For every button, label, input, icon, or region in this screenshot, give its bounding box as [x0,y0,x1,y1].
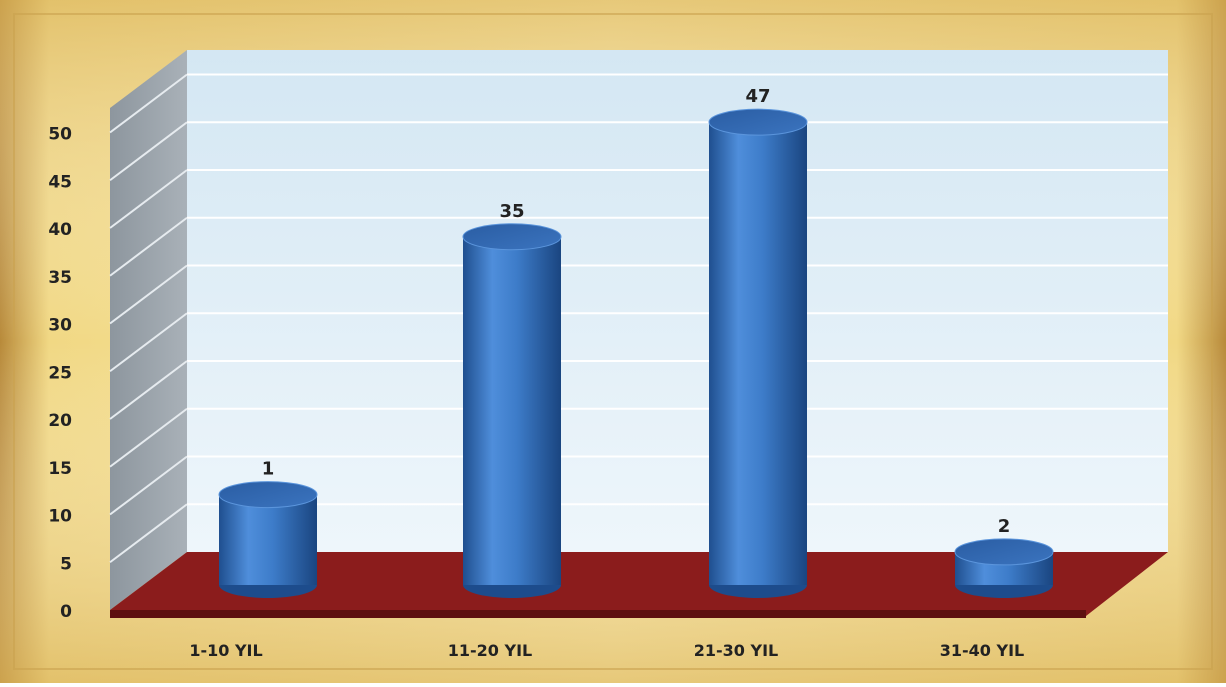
x-tick-label: 31-40 YIL [940,641,1024,660]
y-tick-label: 20 [48,411,72,431]
x-tick-label: 1-10 YIL [189,641,262,660]
grid-line-side [109,360,188,420]
y-tick-label: 50 [48,125,72,145]
floor-front-edge [110,610,1086,618]
data-labels: 1 35 47 2 [262,86,1011,537]
bar-body [709,122,807,586]
data-label: 2 [998,516,1011,537]
bars [218,108,1054,598]
data-label: 47 [745,86,770,107]
x-tick-label: 11-20 YIL [448,641,532,660]
y-tick-label: 25 [48,363,72,383]
y-tick-label: 45 [48,172,72,192]
bar-body [219,494,317,585]
data-label: 1 [262,459,275,480]
bar [462,223,562,598]
grid-lines [109,73,1168,564]
grid-line-side [109,73,188,134]
grid-line-side [109,121,188,182]
side-wall [110,50,187,610]
bar-body [463,236,561,585]
chart-frame-inner-edge [13,13,1213,670]
x-axis-ticks: 1-10 YIL 11-20 YIL 21-30 YIL 31-40 YIL [189,641,1024,660]
back-wall [187,50,1168,552]
y-tick-label: 0 [60,602,72,622]
bar [708,108,808,598]
grid-line-side [109,216,188,277]
floor [110,552,1168,616]
y-tick-label: 30 [48,316,72,336]
y-tick-label: 40 [48,220,72,240]
grid-line-side [109,312,188,373]
bar-top [218,481,318,509]
y-tick-label: 10 [48,507,72,527]
y-tick-label: 35 [48,268,72,288]
grid-line-side [109,503,188,564]
y-axis-ticks: 0 5 10 15 20 25 30 35 40 45 50 [48,125,72,623]
bar-top [708,108,808,136]
x-tick-label: 21-30 YIL [694,641,778,660]
grid-line-side [109,169,188,229]
bar [218,481,318,598]
bar-top [462,223,562,251]
y-tick-label: 5 [60,554,72,574]
data-label: 35 [499,201,524,222]
bar-top [954,538,1054,566]
grid-line-side [109,407,188,468]
grid-line-side [109,264,188,325]
bar [954,538,1054,598]
y-tick-label: 15 [48,459,72,479]
grid-line-side [109,455,188,516]
